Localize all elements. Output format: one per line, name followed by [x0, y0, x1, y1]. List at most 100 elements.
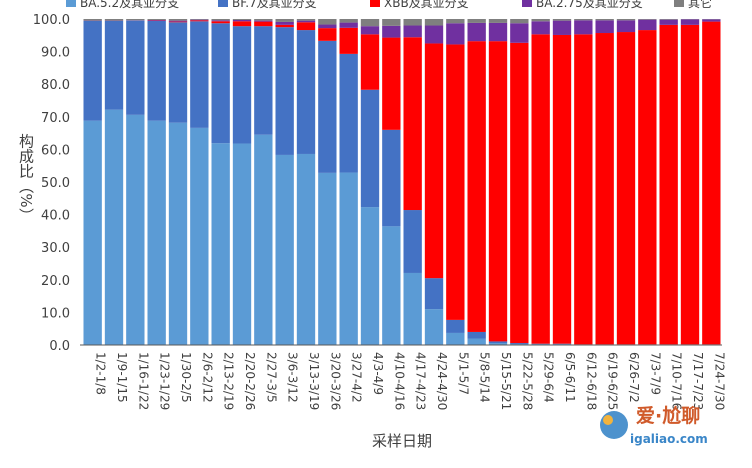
bar-segment-3 [595, 33, 614, 345]
bar-segment-5 [254, 19, 273, 21]
legend: BA.5.2及其亚分支 BF.7及其亚分支 XBB及其亚分支 BA.2.75及其亚分支… [66, 0, 712, 10]
bar-segment-4 [360, 26, 380, 35]
bar-segment-2 [467, 331, 486, 339]
bar-segment-4 [147, 19, 166, 21]
bar-segment-5 [275, 19, 294, 22]
bar-segment-3 [339, 27, 358, 54]
bar-segment-4 [211, 20, 230, 22]
bar-segment-1 [211, 143, 230, 345]
x-tick-label: 4/24-4/30 [435, 352, 449, 410]
bar-segment-4 [488, 22, 508, 42]
bar-segment-3 [296, 22, 316, 31]
bar-segment-3 [424, 43, 444, 279]
bar-segment-3 [211, 21, 230, 24]
bar-segment-5 [574, 19, 593, 21]
bar-segment-3 [403, 37, 422, 211]
bar-segment-5 [531, 19, 550, 22]
legend-label: XBB及其亚分支 [384, 0, 469, 10]
bar-segment-3 [168, 21, 188, 23]
y-tick-label: 60.0 [41, 143, 70, 158]
bar-segment-5 [360, 19, 380, 27]
bar-segment-4 [424, 25, 444, 44]
bar-segment-1 [232, 143, 252, 345]
x-tick-label: 1/9-1/15 [115, 352, 129, 403]
bar-segment-2 [232, 26, 252, 144]
bar-segment-3 [680, 24, 700, 345]
bar-segment-4 [680, 19, 700, 25]
bar-segment-2 [446, 319, 465, 333]
bar-segment-1 [488, 343, 508, 345]
x-tick-label: 5/22-5/28 [520, 352, 534, 410]
bar-segment-4 [446, 23, 465, 45]
bar-segment-3 [232, 21, 252, 27]
legend-label: BA.5.2及其亚分支 [80, 0, 179, 10]
bar-segment-2 [424, 278, 444, 310]
bar-segment-3 [574, 34, 593, 345]
y-axis-title: 构成比（%） [17, 133, 35, 222]
y-tick-label: 30.0 [41, 241, 70, 256]
bar-segment-2 [126, 20, 145, 115]
bar-segment-2 [339, 53, 358, 173]
bar-segment-1 [446, 332, 465, 345]
y-tick-label: 20.0 [41, 274, 70, 289]
x-tick-label: 7/24-7/30 [712, 352, 726, 410]
x-tick-label: 2/20-2/26 [243, 352, 257, 410]
x-tick-label: 7/10-7/16 [670, 352, 684, 410]
legend-swatch [218, 0, 228, 7]
bar-segment-4 [275, 21, 294, 25]
x-axis-title: 采样日期 [372, 432, 432, 450]
bar-segment-4 [168, 20, 188, 22]
bar-segment-4 [382, 25, 401, 38]
bar-segment-5 [595, 19, 614, 21]
bar-segment-4 [339, 22, 358, 28]
bar-segment-4 [232, 19, 252, 22]
x-tick-label: 3/13-3/19 [307, 352, 321, 410]
bar-segment-2 [510, 343, 529, 345]
bar-segment-5 [382, 19, 401, 26]
bar-segment-3 [659, 24, 678, 345]
bar-segment-1 [403, 272, 422, 345]
bar-segment-4 [702, 19, 721, 22]
bar-segment-5 [467, 19, 486, 23]
y-tick-label: 50.0 [41, 176, 70, 191]
bar-segment-4 [659, 19, 678, 25]
bar-segment-3 [467, 41, 486, 332]
x-tick-label: 6/19-6/25 [606, 352, 620, 410]
bar-segment-3 [488, 41, 508, 342]
bar-segment-2 [83, 20, 102, 121]
legend-label: 其它 [688, 0, 712, 10]
legend-swatch [522, 0, 532, 7]
bar-segment-5 [104, 19, 124, 21]
bar-segment-5 [211, 19, 230, 21]
bar-segment-5 [638, 19, 657, 20]
bar-segment-5 [616, 19, 636, 21]
bar-segment-3 [552, 34, 572, 344]
bar-segment-4 [552, 20, 572, 35]
bar-segment-5 [126, 19, 145, 21]
bar-segment-5 [488, 19, 508, 23]
bar-segment-5 [190, 19, 209, 20]
x-tick-label: 6/5-6/11 [563, 352, 577, 403]
bar-segment-3 [360, 34, 380, 90]
x-tick-label: 1/23-1/29 [158, 352, 172, 410]
bar-segment-3 [446, 44, 465, 320]
x-tick-label: 3/6-3/12 [286, 352, 300, 403]
y-axis-ticks: 0.0 10.0 20.0 30.0 40.0 50.0 60.0 70.0 80.0 90.0 1… [33, 13, 70, 354]
bars [83, 19, 721, 346]
bar-segment-4 [595, 20, 614, 34]
x-tick-label: 5/15-5/21 [499, 352, 513, 410]
bar-segment-1 [467, 338, 486, 345]
bar-segment-4 [531, 21, 550, 35]
bar-segment-2 [296, 30, 316, 154]
bar-segment-2 [168, 22, 188, 123]
bar-segment-1 [339, 172, 358, 345]
x-axis-ticks: 1/2-1/8 1/9-1/15 1/16-1/22 1/23-1/29 1/30-2/… [94, 352, 727, 410]
bar-segment-2 [104, 20, 124, 110]
bar-segment-4 [574, 20, 593, 35]
bar-segment-2 [190, 21, 209, 128]
bar-segment-2 [275, 27, 294, 155]
bar-segment-1 [254, 134, 273, 345]
y-tick-label: 10.0 [41, 306, 70, 321]
bar-segment-2 [211, 23, 230, 144]
bar-segment-3 [510, 42, 529, 344]
